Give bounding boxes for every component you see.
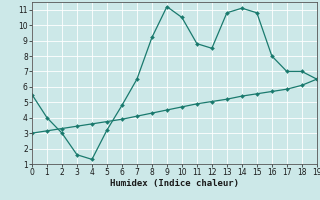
X-axis label: Humidex (Indice chaleur): Humidex (Indice chaleur) [110, 179, 239, 188]
